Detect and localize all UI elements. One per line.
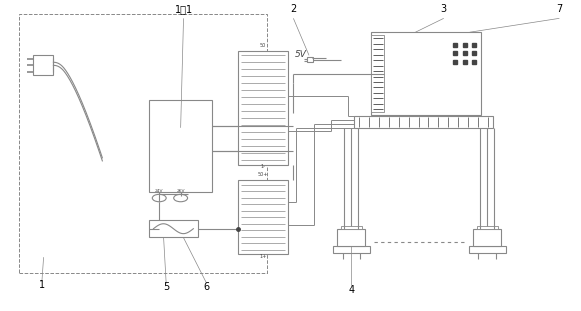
Bar [307,57,313,63]
Text: 1－1: 1－1 [174,4,192,14]
Bar [473,230,501,246]
Text: 26V: 26V [177,189,185,193]
Bar [338,230,365,246]
Bar [238,180,288,254]
Bar [333,246,370,253]
Text: 1: 1 [39,280,45,290]
Bar [149,100,213,193]
Bar [19,14,267,273]
Bar [341,226,361,230]
Text: 6: 6 [203,281,210,292]
Text: 24V: 24V [155,189,163,193]
Text: 1-: 1- [261,165,266,169]
Bar [469,246,506,253]
Bar [354,116,493,128]
Text: 5V: 5V [295,50,306,59]
Bar [371,32,481,115]
Bar [33,55,53,75]
Text: 2: 2 [290,4,296,14]
Bar [149,220,198,237]
Text: 7: 7 [556,4,562,14]
Text: 50: 50 [260,43,266,48]
Text: 5: 5 [163,281,169,292]
Bar [476,226,497,230]
Bar [371,35,384,112]
Text: 4: 4 [348,285,354,295]
Text: 1+: 1+ [259,254,267,259]
Text: 3: 3 [440,4,447,14]
Text: 50+: 50+ [258,173,268,178]
Bar [238,51,288,165]
